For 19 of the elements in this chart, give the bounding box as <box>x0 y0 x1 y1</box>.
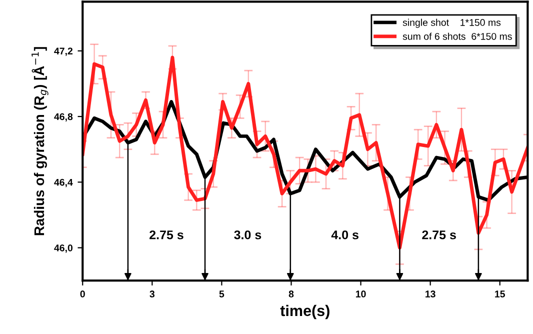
y-tick-label: 47,2 <box>54 48 73 56</box>
y-tick-label: 46,0 <box>54 244 72 253</box>
annotation: 2.75 s <box>422 230 456 240</box>
x-tick-label: 5 <box>219 290 224 298</box>
x-tick-label: 8 <box>288 290 294 298</box>
x-tick-label: 13 <box>426 290 436 298</box>
y-tick-label: 46,4 <box>54 178 73 188</box>
y-tick-label: 46,8 <box>54 113 73 122</box>
x-tick-label: 3 <box>150 290 155 298</box>
x-tick-label: 15 <box>495 290 505 298</box>
x-tick-label: 10 <box>356 290 366 298</box>
legend-label: single shot 1*150 ms <box>402 18 501 28</box>
x-axis-title: time(s) <box>280 304 330 320</box>
annotation: 3.0 s <box>234 230 262 240</box>
annotation: 4.0 s <box>331 230 358 240</box>
annotation: 2.75 s <box>150 230 184 240</box>
y-axis-title: Radius of gyration (R$_{g}$) [Å$^{−1}$] <box>32 47 48 236</box>
x-tick-label: 0 <box>80 290 85 298</box>
legend-label: sum of 6 shots 6*150 ms <box>402 32 512 40</box>
